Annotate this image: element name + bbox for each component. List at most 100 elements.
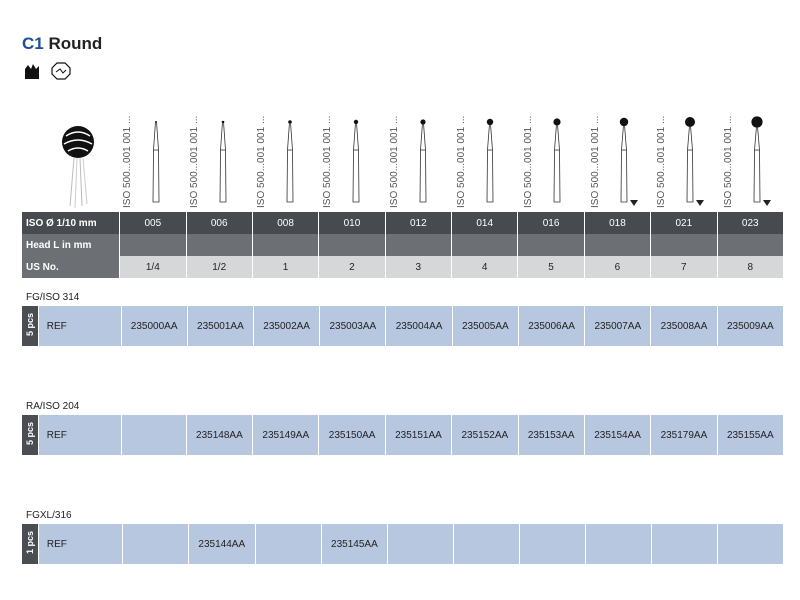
bur-profile-icon (152, 121, 160, 203)
section-label-fg: FG/ISO 314 (26, 292, 80, 303)
us-row: US No. 1/4 1/2 1 2 3 4 5 6 7 8 (22, 256, 784, 278)
page-title: C1 Round (22, 34, 102, 54)
ref-cell: 235149AA (252, 415, 320, 455)
iso-norm-text: ISO 500...001 001 ... (723, 116, 735, 208)
head-row: Head L in mm (22, 234, 784, 256)
ref-cell: 235152AA (451, 415, 519, 455)
us-cell: 1/4 (119, 256, 187, 278)
ref-table-fg: 5 pcs REF 235000AA 235001AA 235002AA 235… (22, 306, 785, 346)
title-code: C1 (22, 34, 44, 53)
bur-profile-icon (751, 116, 763, 203)
head-label: Head L in mm (22, 234, 121, 256)
ref-cell: 235155AA (717, 415, 785, 455)
head-cell (650, 234, 718, 256)
bur-profile-icon (352, 119, 360, 203)
ref-cell (717, 524, 785, 564)
title-name: Round (48, 34, 103, 53)
us-cell: 2 (318, 256, 386, 278)
bur-profile-icon (486, 118, 494, 203)
us-cell: 4 (451, 256, 519, 278)
ref-cell: 235004AA (385, 306, 453, 346)
ref-table-fgxl: 1 pcs REF 235144AA 235145AA (22, 524, 785, 564)
marker-triangle-icon (696, 200, 705, 206)
ref-cell (122, 524, 189, 564)
ref-cell (519, 524, 587, 564)
ref-label: REF (38, 306, 122, 346)
head-cell (252, 234, 320, 256)
iso-cell: 023 (717, 212, 784, 234)
section-label-ra: RA/ISO 204 (26, 401, 80, 412)
iso-cell: 014 (451, 212, 519, 234)
us-cell: 6 (584, 256, 652, 278)
ref-cell: 235148AA (186, 415, 254, 455)
marker-triangle-icon (763, 200, 772, 206)
bur-illustration-icon (62, 126, 94, 209)
ref-cell (651, 524, 718, 564)
iso-label: ISO Ø 1/10 mm (22, 212, 121, 234)
head-cell (584, 234, 652, 256)
table-row: 1 pcs REF 235144AA 235145AA (22, 524, 785, 564)
bur-profile-icon (286, 120, 293, 203)
ref-cell (121, 415, 187, 455)
iso-norm-text: ISO 500...001 001 ... (456, 116, 467, 208)
us-cell: 7 (650, 256, 718, 278)
ref-label: REF (38, 524, 123, 564)
ref-cell: 235150AA (318, 415, 386, 455)
us-cell: 3 (385, 256, 453, 278)
bur-profile-icon (553, 118, 561, 203)
head-cell (517, 234, 585, 256)
iso-norm-text: ISO 500...001 001 ... (389, 116, 401, 208)
pcs-badge: 1 pcs (22, 524, 39, 564)
size-table: ISO Ø 1/10 mm 005 006 008 010 012 014 01… (22, 212, 784, 278)
bur-profile-icon (685, 117, 696, 203)
ref-cell (387, 524, 455, 564)
us-cell: 8 (717, 256, 784, 278)
head-cell (119, 234, 187, 256)
pcs-badge: 5 pcs (22, 306, 39, 346)
head-cell (385, 234, 453, 256)
table-row: 5 pcs REF 235148AA 235149AA 235150AA 235… (22, 415, 785, 455)
icon-row (22, 61, 72, 81)
ref-cell (585, 524, 652, 564)
ref-cell: 235005AA (452, 306, 519, 346)
bur-profile-row: ISO 500...001 001 ... ISO 500...001 001 .… (0, 0, 800, 212)
pcs-badge: 5 pcs (22, 415, 39, 455)
us-label: US No. (22, 256, 121, 278)
ref-cell: 235002AA (253, 306, 321, 346)
ref-cell (453, 524, 521, 564)
ref-cell: 235144AA (188, 524, 256, 564)
ref-cell: 235006AA (518, 306, 586, 346)
bur-profile-icon (219, 120, 227, 203)
table-row: 5 pcs REF 235000AA 235001AA 235002AA 235… (22, 306, 785, 346)
handpiece-icon (25, 64, 39, 79)
iso-cell: 012 (385, 212, 453, 234)
iso-cell: 008 (252, 212, 320, 234)
ref-cell: 235007AA (584, 306, 652, 346)
iso-norm-text: ISO 500...001 001 ... (188, 116, 200, 208)
ref-label: REF (38, 415, 122, 455)
iso-cell: 010 (318, 212, 386, 234)
iso-norm-text: ISO 500...001 001 ... (255, 116, 267, 208)
head-cell (318, 234, 386, 256)
ref-cell (255, 524, 322, 564)
iso-cell: 005 (119, 212, 187, 234)
iso-norm-text: ISO 500...001 001 ... (589, 116, 601, 208)
stop-icon (51, 62, 72, 80)
iso-norm-text: ISO 500...001 001 ... (522, 116, 534, 208)
ref-cell: 235008AA (650, 306, 718, 346)
marker-triangle-icon (629, 200, 638, 206)
head-cell (717, 234, 784, 256)
iso-norm-text: ISO 500...001 001 ... (122, 116, 133, 208)
us-cell: 5 (517, 256, 585, 278)
iso-row: ISO Ø 1/10 mm 005 006 008 010 012 014 01… (22, 212, 784, 234)
ref-cell: 235000AA (121, 306, 188, 346)
bur-profile-icon (419, 119, 427, 203)
section-label-fgxl: FGXL/316 (26, 510, 72, 521)
ref-cell: 235151AA (385, 415, 453, 455)
iso-norm-text: ISO 500...001 001 ... (656, 116, 668, 208)
iso-cell: 021 (650, 212, 718, 234)
ref-table-ra: 5 pcs REF 235148AA 235149AA 235150AA 235… (22, 415, 785, 455)
iso-norm-text: ISO 500...001 001 ... (322, 116, 334, 208)
iso-cell: 006 (186, 212, 253, 234)
ref-cell: 235003AA (319, 306, 387, 346)
